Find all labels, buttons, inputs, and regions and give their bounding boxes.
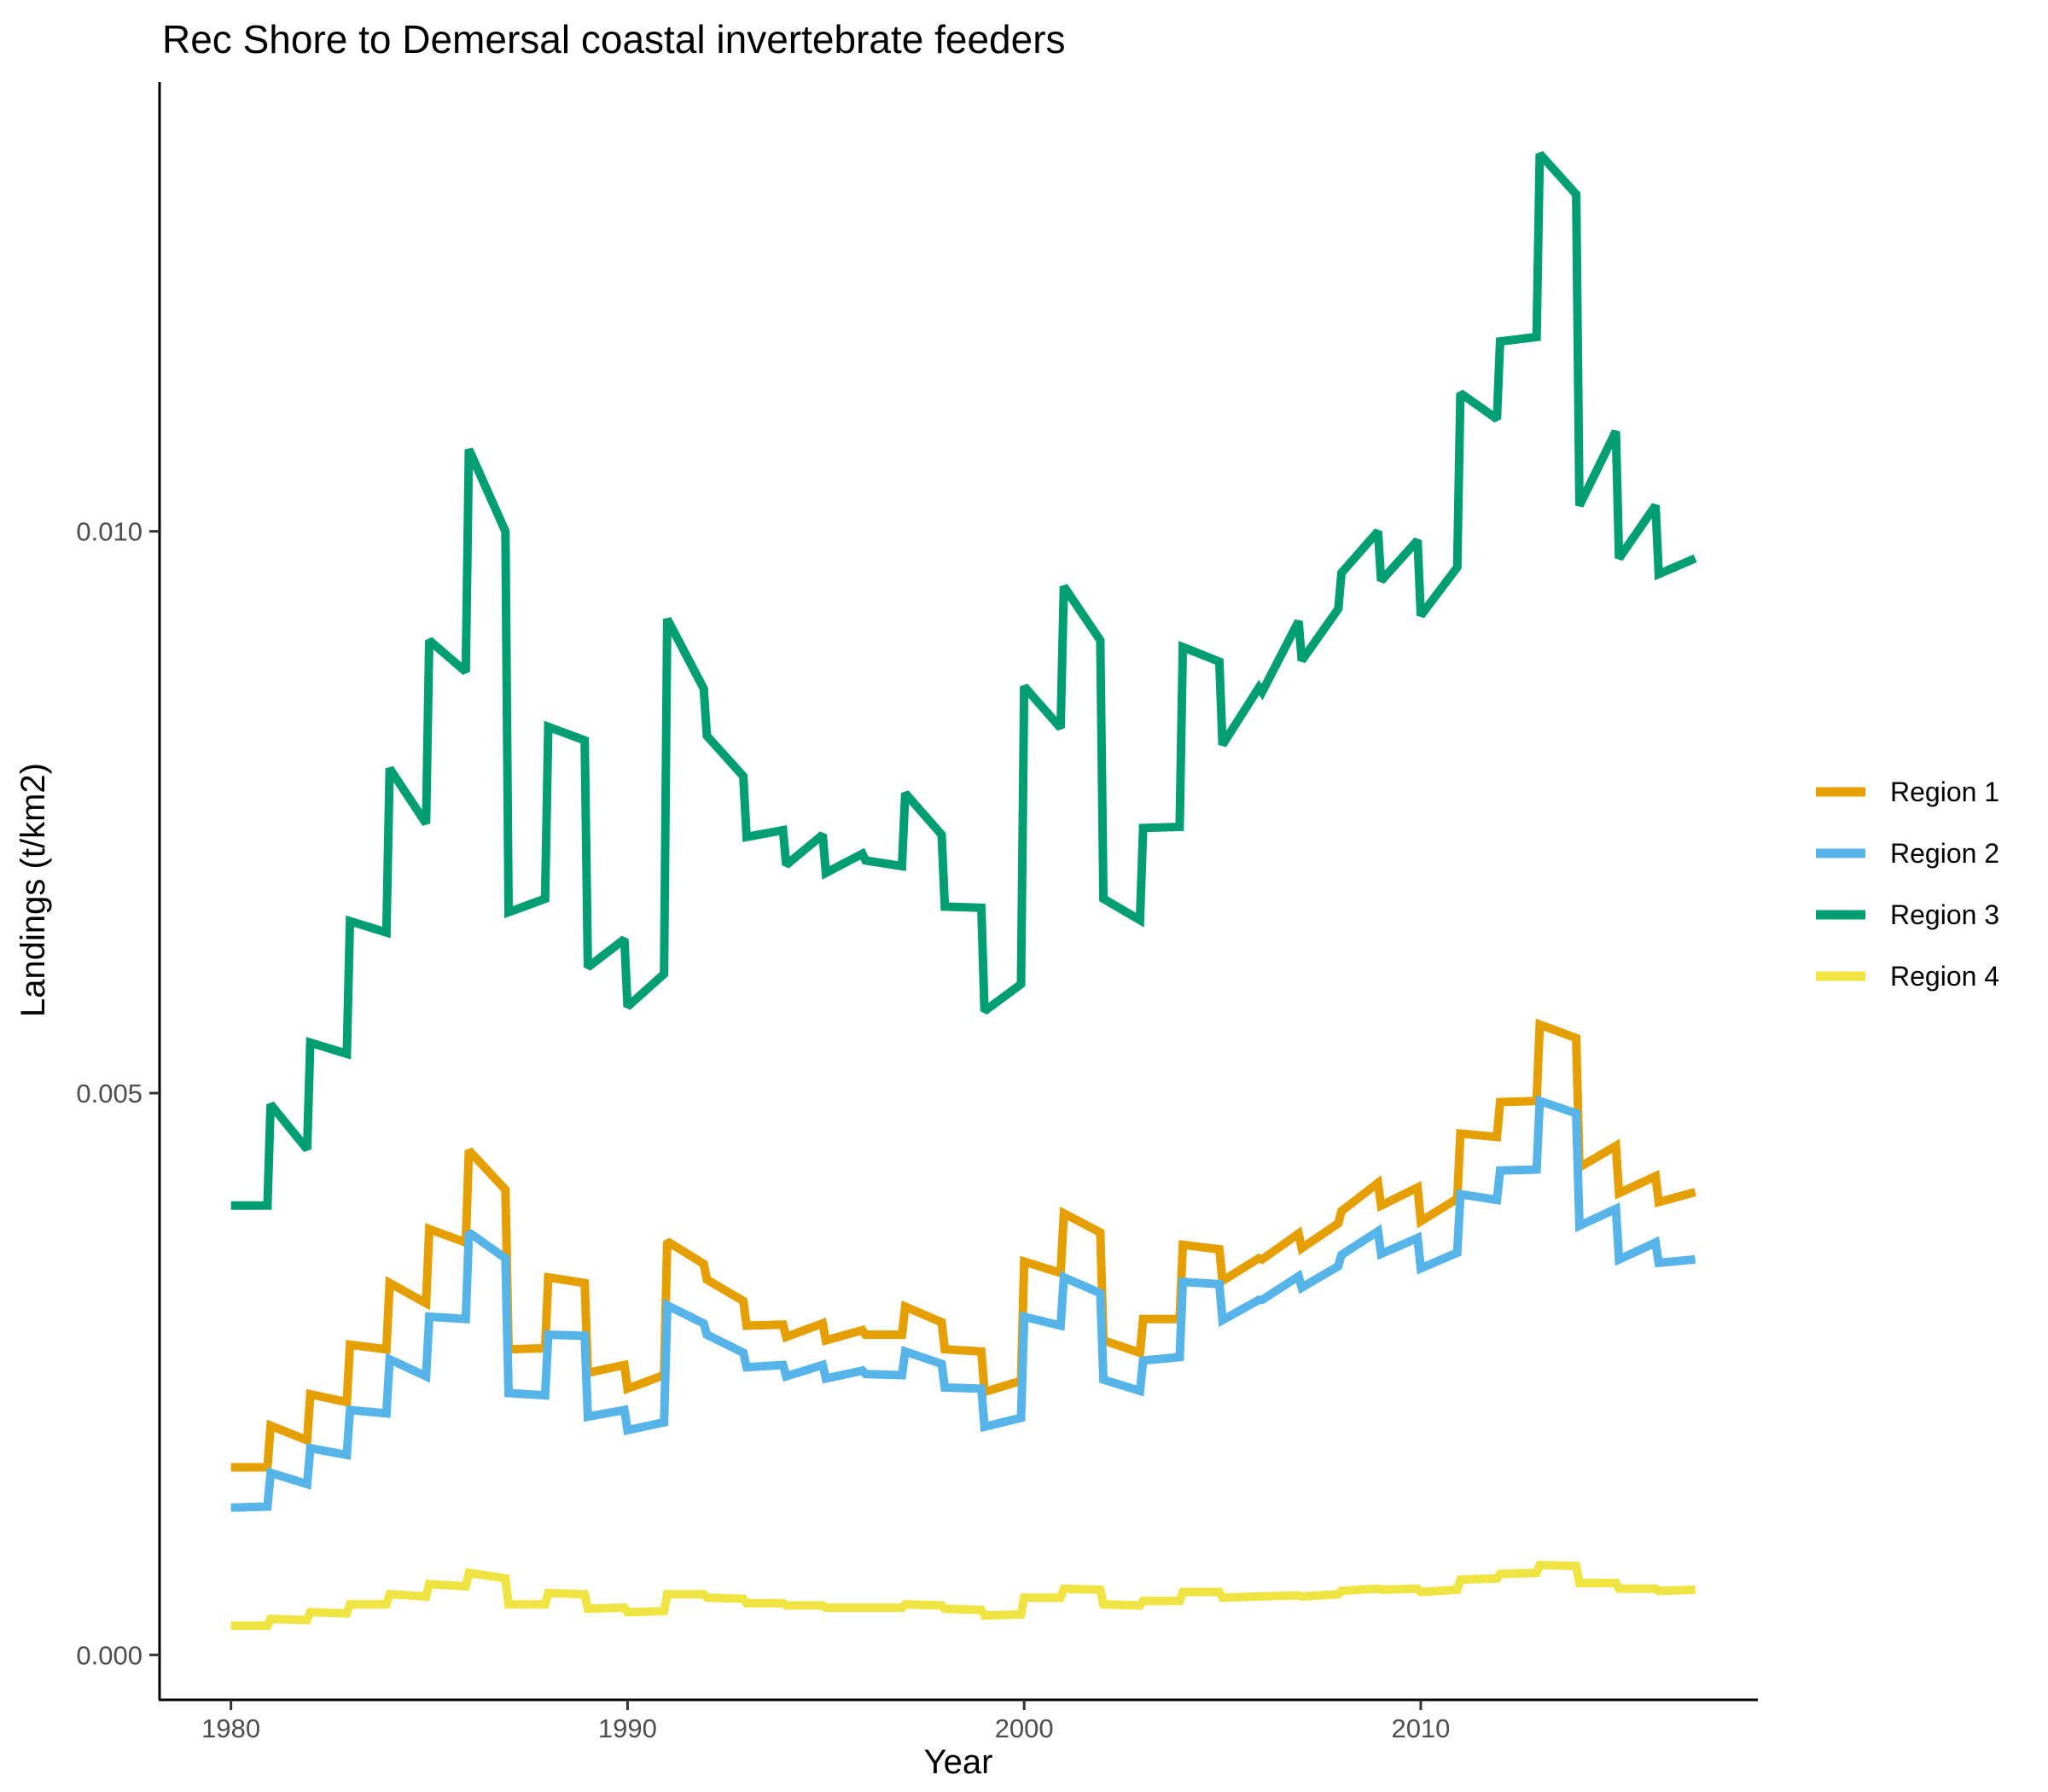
- y-axis-title: Landings (t/km2): [15, 763, 52, 1017]
- y-tick-label: 0.005: [76, 1079, 143, 1108]
- y-tick-label: 0.000: [76, 1640, 143, 1670]
- legend-label-region-4: Region 4: [1890, 961, 1999, 992]
- legend-label-region-3: Region 3: [1890, 899, 1999, 930]
- series-line-region-4: [230, 1560, 1696, 1631]
- x-axis-title: Year: [924, 1743, 993, 1781]
- x-axis-ticks: 1980 1990 2000 2010: [201, 1700, 1450, 1743]
- x-tick-label: 2010: [1391, 1713, 1450, 1743]
- legend-label-region-2: Region 2: [1890, 838, 1999, 869]
- legend: Region 1 Region 2 Region 3 Region 4: [1816, 777, 1999, 992]
- y-tick-label: 0.010: [76, 517, 143, 547]
- series-line-region-1: [230, 1018, 1696, 1472]
- y-axis-ticks: 0.000 0.005 0.010: [76, 517, 160, 1670]
- series-line-region-2: [230, 1095, 1696, 1512]
- x-tick-label: 1990: [598, 1713, 657, 1743]
- x-tick-label: 2000: [995, 1713, 1054, 1743]
- chart-title: Rec Shore to Demersal coastal invertebra…: [162, 17, 1066, 61]
- legend-label-region-1: Region 1: [1890, 777, 1999, 807]
- series-line-region-3: [230, 150, 1697, 1210]
- x-tick-label: 1980: [201, 1713, 260, 1743]
- plot-area: [230, 150, 1697, 1631]
